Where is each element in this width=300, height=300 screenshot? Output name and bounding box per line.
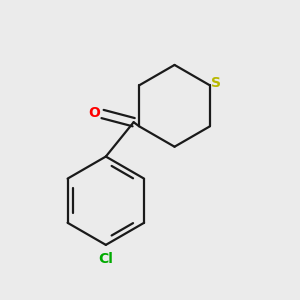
Text: O: O [88, 106, 100, 120]
Text: S: S [211, 76, 221, 90]
Text: Cl: Cl [98, 252, 113, 266]
